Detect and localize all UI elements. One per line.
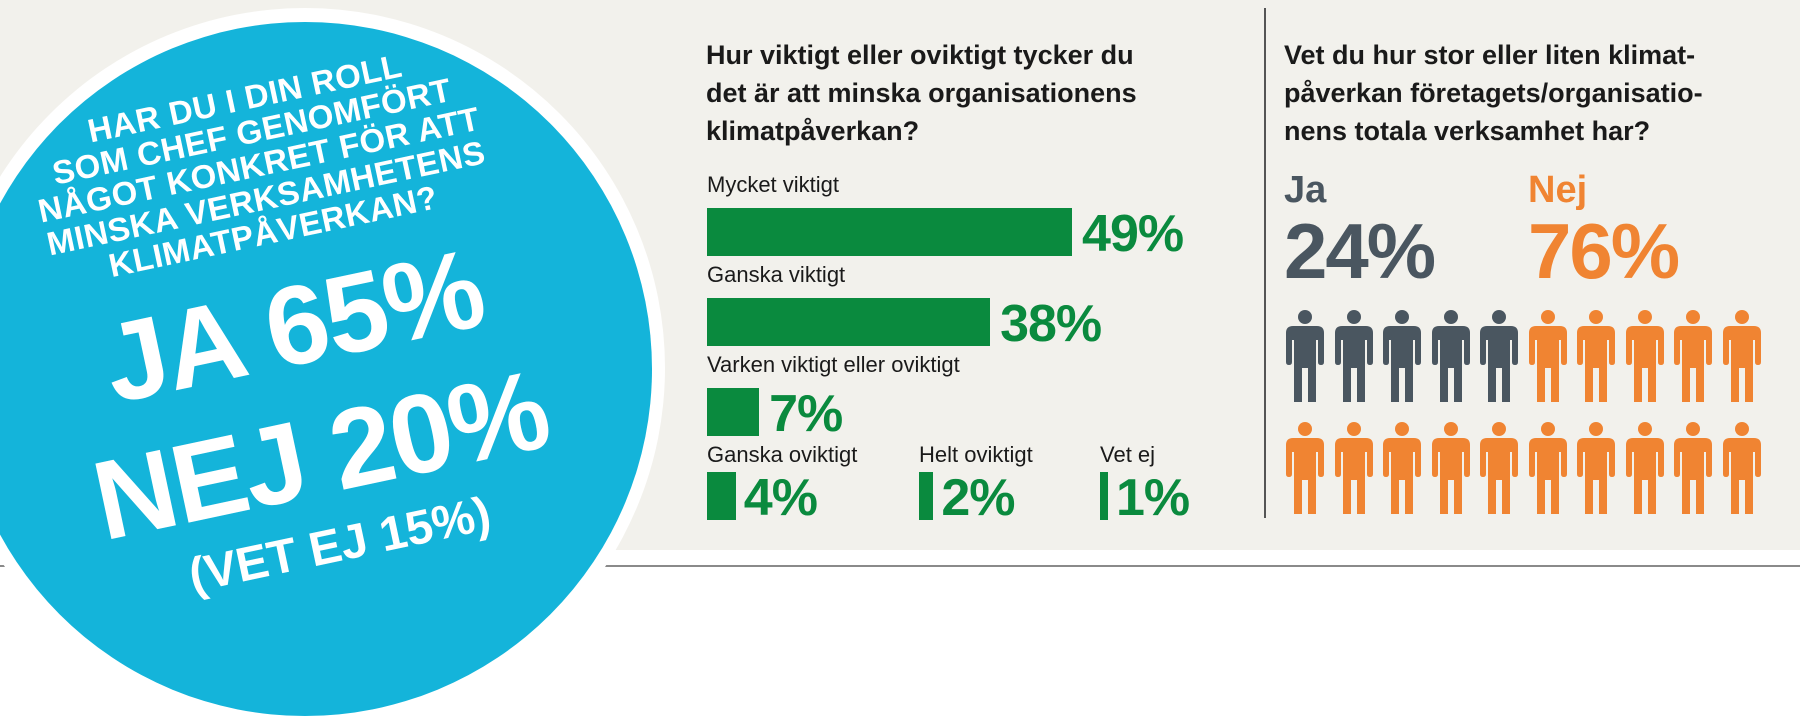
stat-value: 76% [1528, 207, 1680, 295]
person-icon [1722, 422, 1761, 514]
bar-label: Ganska viktigt [707, 262, 846, 287]
person-icon [1528, 310, 1567, 402]
bar-label: Mycket viktigt [707, 172, 840, 197]
bar-label: Helt oviktigt [919, 442, 1033, 467]
bar [707, 208, 1073, 256]
person-icon [1528, 422, 1567, 514]
bar-value: 49% [1082, 205, 1184, 263]
bar-value: 4% [743, 469, 818, 527]
stat-value: 24% [1284, 207, 1436, 295]
person-icon [1334, 310, 1373, 402]
person-icon [1383, 422, 1421, 514]
person-icon [1431, 422, 1470, 514]
bar [707, 388, 760, 436]
bar-value: 1% [1116, 469, 1190, 527]
person-icon [1286, 422, 1324, 514]
bar [707, 472, 736, 520]
person-icon [1480, 422, 1518, 514]
chart-title: Hur viktigt eller oviktigt tycker du det… [706, 40, 1137, 146]
person-icon [1431, 310, 1470, 402]
bar [1100, 472, 1108, 520]
chart-title: Vet du hur stor eller liten klimat- påve… [1284, 40, 1703, 146]
person-icon [1480, 310, 1518, 402]
circle-badge [0, 22, 652, 716]
bar-value: 38% [1000, 295, 1102, 353]
person-icon [1286, 310, 1324, 402]
person-icon [1674, 310, 1712, 402]
bar-value: 7% [769, 385, 843, 443]
person-icon [1577, 310, 1615, 402]
person-icon [1722, 310, 1761, 402]
bar-value: 2% [941, 469, 1015, 527]
person-icon [1577, 422, 1615, 514]
stat-label: Nej [1528, 169, 1588, 211]
baseline-rule [0, 565, 1800, 567]
bar-label: Varken viktigt eller oviktigt [707, 352, 960, 377]
person-icon [1625, 422, 1664, 514]
bar [919, 472, 934, 520]
person-icon [1625, 310, 1664, 402]
bar-label: Ganska oviktigt [707, 442, 858, 467]
person-icon [1674, 422, 1712, 514]
bar [707, 298, 991, 346]
panel-divider [1264, 8, 1266, 518]
person-icon [1334, 422, 1373, 514]
person-icon [1383, 310, 1421, 402]
bar-label: Vet ej [1100, 442, 1156, 467]
stat-label: Ja [1284, 169, 1327, 211]
